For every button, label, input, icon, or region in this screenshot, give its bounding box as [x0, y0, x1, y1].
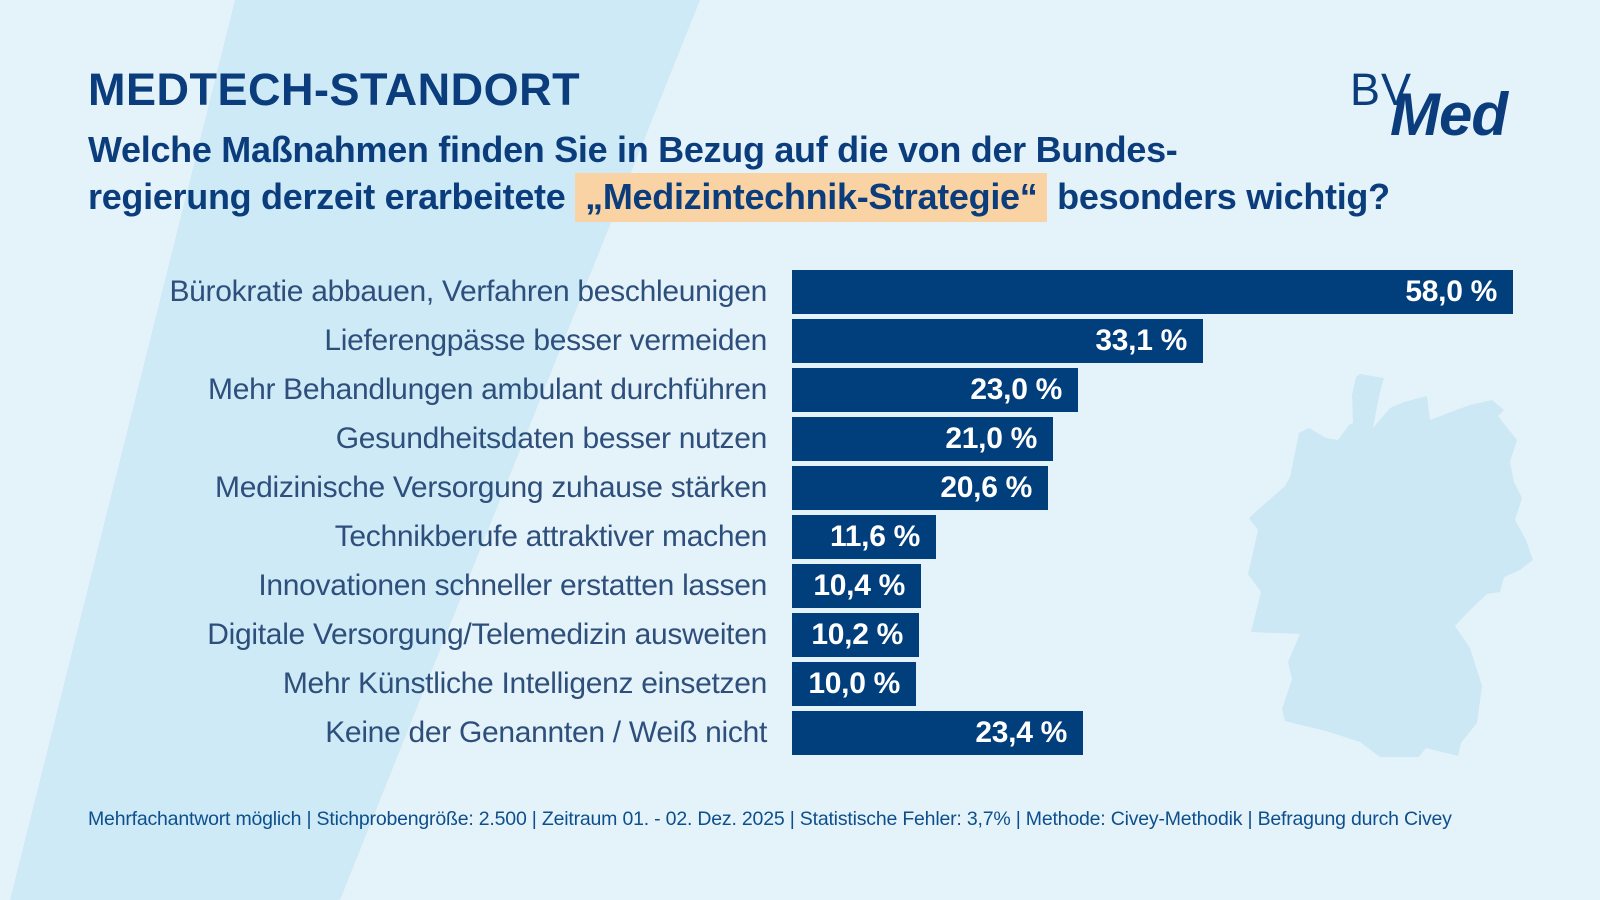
category-label: Bürokratie abbauen, Verfahren beschleuni…: [169, 275, 767, 308]
kicker-title: MEDTECH-STANDORT: [88, 64, 581, 115]
value-label: 10,0 %: [808, 667, 900, 700]
logo-med-text: Med: [1390, 81, 1508, 148]
category-label: Digitale Versorgung/Telemedizin ausweite…: [207, 618, 767, 651]
question-title: Welche Maßnahmen finden Sie in Bezug auf…: [88, 126, 1518, 222]
bar-chart-row: Mehr Künstliche Intelligenz einsetzen 10…: [88, 662, 1513, 706]
value-label: 23,0 %: [970, 373, 1062, 406]
category-label: Medizinische Versorgung zuhause stärken: [215, 471, 767, 504]
value-label: 23,4 %: [975, 716, 1067, 749]
value-label: 58,0 %: [1405, 275, 1497, 308]
bar: 33,1 %: [792, 319, 1203, 363]
footer-methodology-text: Mehrfachantwort möglich | Stichprobengrö…: [88, 808, 1452, 830]
bar-chart-row: Keine der Genannten / Weiß nicht 23,4 %: [88, 711, 1513, 755]
question-line2-after: besonders wichtig?: [1047, 176, 1390, 217]
bar-chart-row: Innovationen schneller erstatten lassen …: [88, 564, 1513, 608]
value-label: 10,4 %: [813, 569, 905, 602]
value-label: 33,1 %: [1095, 324, 1187, 357]
category-label: Innovationen schneller erstatten lassen: [258, 569, 767, 602]
bar: 10,4 %: [792, 564, 921, 608]
bar-chart-row: Bürokratie abbauen, Verfahren beschleuni…: [88, 270, 1513, 314]
logo-bv-text: BV: [1350, 64, 1413, 115]
bar-chart-row: Lieferengpässe besser vermeiden 33,1 %: [88, 319, 1513, 363]
bar-chart-row: Mehr Behandlungen ambulant durchführen 2…: [88, 368, 1513, 412]
bar: 23,0 %: [792, 368, 1078, 412]
bar: 10,0 %: [792, 662, 916, 706]
bar: 58,0 %: [792, 270, 1513, 314]
category-label: Lieferengpässe besser vermeiden: [324, 324, 767, 357]
header: MEDTECH-STANDORT Welche Maßnahmen finden…: [88, 64, 1518, 222]
question-line2-before: regierung derzeit erarbeitete: [88, 176, 576, 217]
category-label: Mehr Künstliche Intelligenz einsetzen: [282, 667, 767, 700]
value-label: 20,6 %: [940, 471, 1032, 504]
bar-chart-row: Technikberufe attraktiver machen 11,6 %: [88, 515, 1513, 559]
germany-map-icon: [1248, 374, 1533, 757]
category-label: Technikberufe attraktiver machen: [334, 520, 768, 553]
question-highlight: „Medizintechnik-Strategie“: [575, 173, 1048, 222]
category-label: Gesundheitsdaten besser nutzen: [335, 422, 768, 455]
bar-chart-row: Gesundheitsdaten besser nutzen 21,0 %: [88, 417, 1513, 461]
bar: 21,0 %: [792, 417, 1053, 461]
bar: 23,4 %: [792, 711, 1083, 755]
question-line1: Welche Maßnahmen finden Sie in Bezug auf…: [88, 129, 1178, 170]
bar: 10,2 %: [792, 613, 919, 657]
bar-chart-row: Digitale Versorgung/Telemedizin ausweite…: [88, 613, 1513, 657]
value-label: 10,2 %: [811, 618, 903, 651]
value-label: 11,6 %: [830, 520, 920, 553]
category-label: Keine der Genannten / Weiß nicht: [325, 716, 767, 749]
bar: 11,6 %: [792, 515, 936, 559]
bar: 20,6 %: [792, 466, 1048, 510]
bar-chart: Bürokratie abbauen, Verfahren beschleuni…: [88, 270, 1513, 760]
category-label: Mehr Behandlungen ambulant durchführen: [208, 373, 767, 406]
value-label: 21,0 %: [945, 422, 1037, 455]
bvmed-logo: BV Med: [1348, 64, 1528, 154]
bar-chart-row: Medizinische Versorgung zuhause stärken …: [88, 466, 1513, 510]
